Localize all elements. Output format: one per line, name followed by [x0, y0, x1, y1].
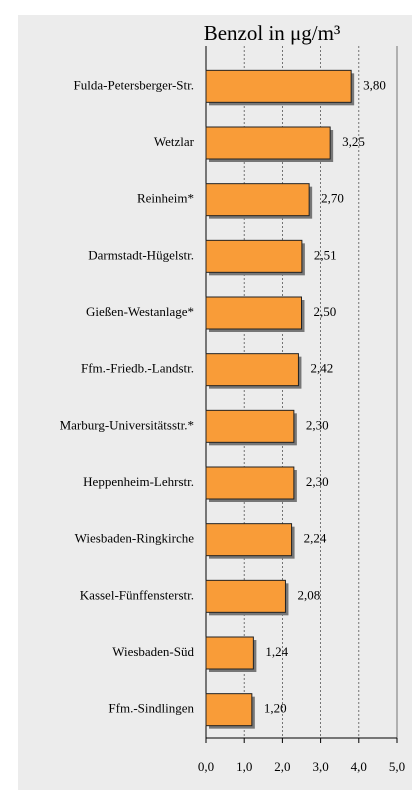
chart-title: Benzol in μg/m³ [204, 21, 341, 45]
value-label: 2,50 [314, 304, 337, 319]
y-tick-label: Wiesbaden-Süd [112, 644, 194, 659]
x-tick-label: 4,0 [351, 759, 367, 774]
bar [205, 693, 253, 727]
x-tick-label: 2,0 [274, 759, 290, 774]
y-tick-label: Wetzlar [154, 134, 195, 149]
bar [205, 466, 295, 500]
bar [205, 296, 302, 330]
x-tick-label: 5,0 [389, 759, 405, 774]
bar [205, 409, 295, 443]
y-tick-label: Wiesbaden-Ringkirche [75, 531, 195, 546]
value-label: 2,24 [304, 531, 327, 546]
value-label: 3,25 [342, 134, 365, 149]
bar [205, 239, 303, 273]
bar [205, 183, 310, 217]
y-tick-label: Ffm.-Sindlingen [108, 701, 194, 716]
value-label: 2,30 [306, 474, 329, 489]
value-label: 1,20 [264, 701, 287, 716]
bar [205, 636, 254, 670]
y-tick-label: Ffm.-Friedb.-Landstr. [81, 361, 194, 376]
bar [205, 353, 299, 387]
y-tick-label: Kassel-Fünffensterstr. [80, 587, 194, 602]
value-label: 2,42 [310, 361, 333, 376]
y-tick-label: Fulda-Petersberger-Str. [74, 77, 194, 92]
x-tick-label: 1,0 [236, 759, 252, 774]
y-tick-label: Gießen-Westanlage* [86, 304, 194, 319]
y-tick-label: Heppenheim-Lehrstr. [83, 474, 194, 489]
value-label: 2,30 [306, 417, 329, 432]
value-label: 2,51 [314, 247, 337, 262]
value-label: 1,24 [265, 644, 288, 659]
bar [205, 579, 286, 613]
value-label: 2,70 [321, 191, 344, 206]
y-tick-label: Reinheim* [137, 191, 194, 206]
x-tick-label: 0,0 [198, 759, 214, 774]
x-tick-label: 3,0 [312, 759, 328, 774]
value-label: 2,08 [297, 587, 320, 602]
value-label: 3,80 [363, 77, 386, 92]
bar [205, 523, 293, 557]
bar [205, 126, 331, 160]
y-tick-label: Marburg-Universitätsstr.* [60, 417, 194, 432]
bar [205, 69, 352, 103]
y-tick-label: Darmstadt-Hügelstr. [88, 247, 194, 262]
